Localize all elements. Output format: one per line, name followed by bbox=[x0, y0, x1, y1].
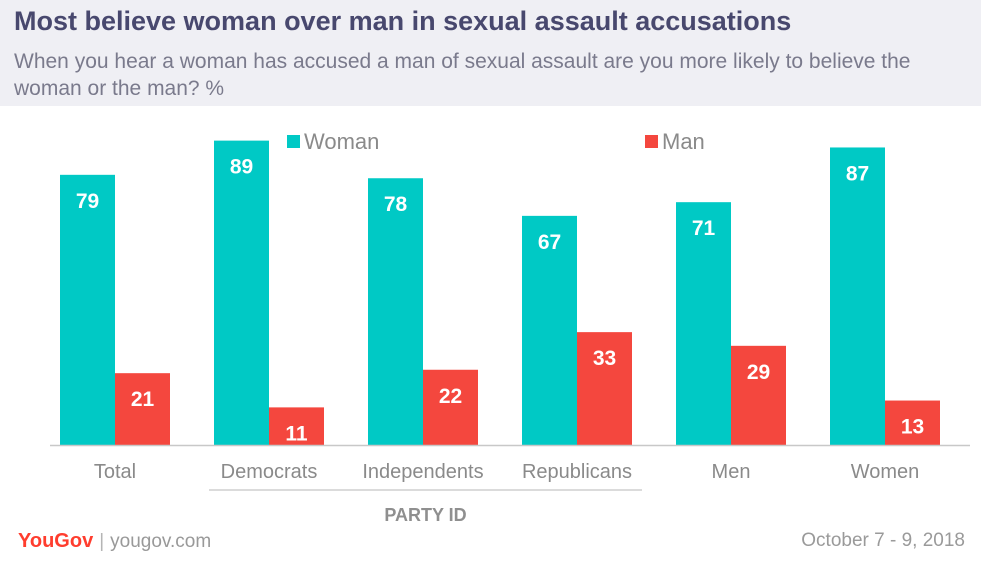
value-label-woman-independents: 78 bbox=[384, 193, 408, 216]
value-label-man-men: 29 bbox=[747, 361, 770, 384]
bar-woman-democrats bbox=[214, 140, 269, 445]
category-label-women: Women bbox=[851, 461, 920, 483]
legend-swatch-man bbox=[645, 135, 658, 148]
bar-woman-women bbox=[830, 147, 885, 445]
value-label-man-total: 21 bbox=[131, 388, 155, 411]
bar-woman-republicans bbox=[522, 215, 577, 445]
legend: Woman Man bbox=[287, 129, 705, 154]
value-label-woman-republicans: 67 bbox=[538, 231, 561, 254]
survey-date: October 7 - 9, 2018 bbox=[801, 530, 965, 551]
bar-woman-men bbox=[676, 202, 731, 445]
value-label-woman-total: 79 bbox=[76, 190, 99, 213]
party-id-label: PARTY ID bbox=[384, 505, 466, 525]
footer-url[interactable]: yougov.com bbox=[110, 531, 212, 552]
value-label-woman-men: 71 bbox=[692, 217, 716, 240]
footer-brand: YouGov | yougov.com bbox=[18, 530, 211, 553]
legend-swatch-woman bbox=[287, 135, 300, 148]
bar-man-democrats bbox=[269, 407, 324, 445]
category-label-independents: Independents bbox=[362, 461, 483, 483]
category-label-republicans: Republicans bbox=[522, 461, 632, 483]
value-label-man-republicans: 33 bbox=[593, 347, 616, 370]
chart-title: Most believe woman over man in sexual as… bbox=[14, 6, 792, 36]
value-label-woman-democrats: 89 bbox=[230, 156, 253, 179]
legend-label-man: Man bbox=[662, 129, 705, 154]
category-label-total: Total bbox=[94, 461, 136, 483]
value-label-woman-women: 87 bbox=[846, 162, 869, 185]
bar-woman-total bbox=[60, 174, 115, 445]
category-label-men: Men bbox=[712, 461, 751, 483]
bar-man-republicans bbox=[577, 332, 632, 445]
yougov-logo: YouGov bbox=[18, 530, 94, 552]
bar-man-men bbox=[731, 345, 786, 445]
bars-group: 79 21 89 11 78 22 67 33 71 29 87 13 bbox=[60, 140, 940, 446]
bar-man-women bbox=[885, 400, 940, 445]
header-band: Most believe woman over man in sexual as… bbox=[0, 0, 981, 106]
bar-woman-independents bbox=[368, 178, 423, 446]
chart-subtitle: When you hear a woman has accused a man … bbox=[14, 50, 911, 100]
value-label-man-democrats: 11 bbox=[285, 422, 308, 445]
value-label-man-women: 13 bbox=[901, 416, 924, 439]
value-label-man-independents: 22 bbox=[439, 385, 462, 408]
category-label-democrats: Democrats bbox=[221, 461, 318, 483]
footer-separator: | bbox=[99, 531, 105, 552]
legend-label-woman: Woman bbox=[304, 129, 379, 154]
bar-man-total bbox=[115, 373, 170, 445]
category-labels: Total Democrats Independents Republicans Men… bbox=[94, 461, 919, 483]
bar-man-independents bbox=[423, 369, 478, 445]
